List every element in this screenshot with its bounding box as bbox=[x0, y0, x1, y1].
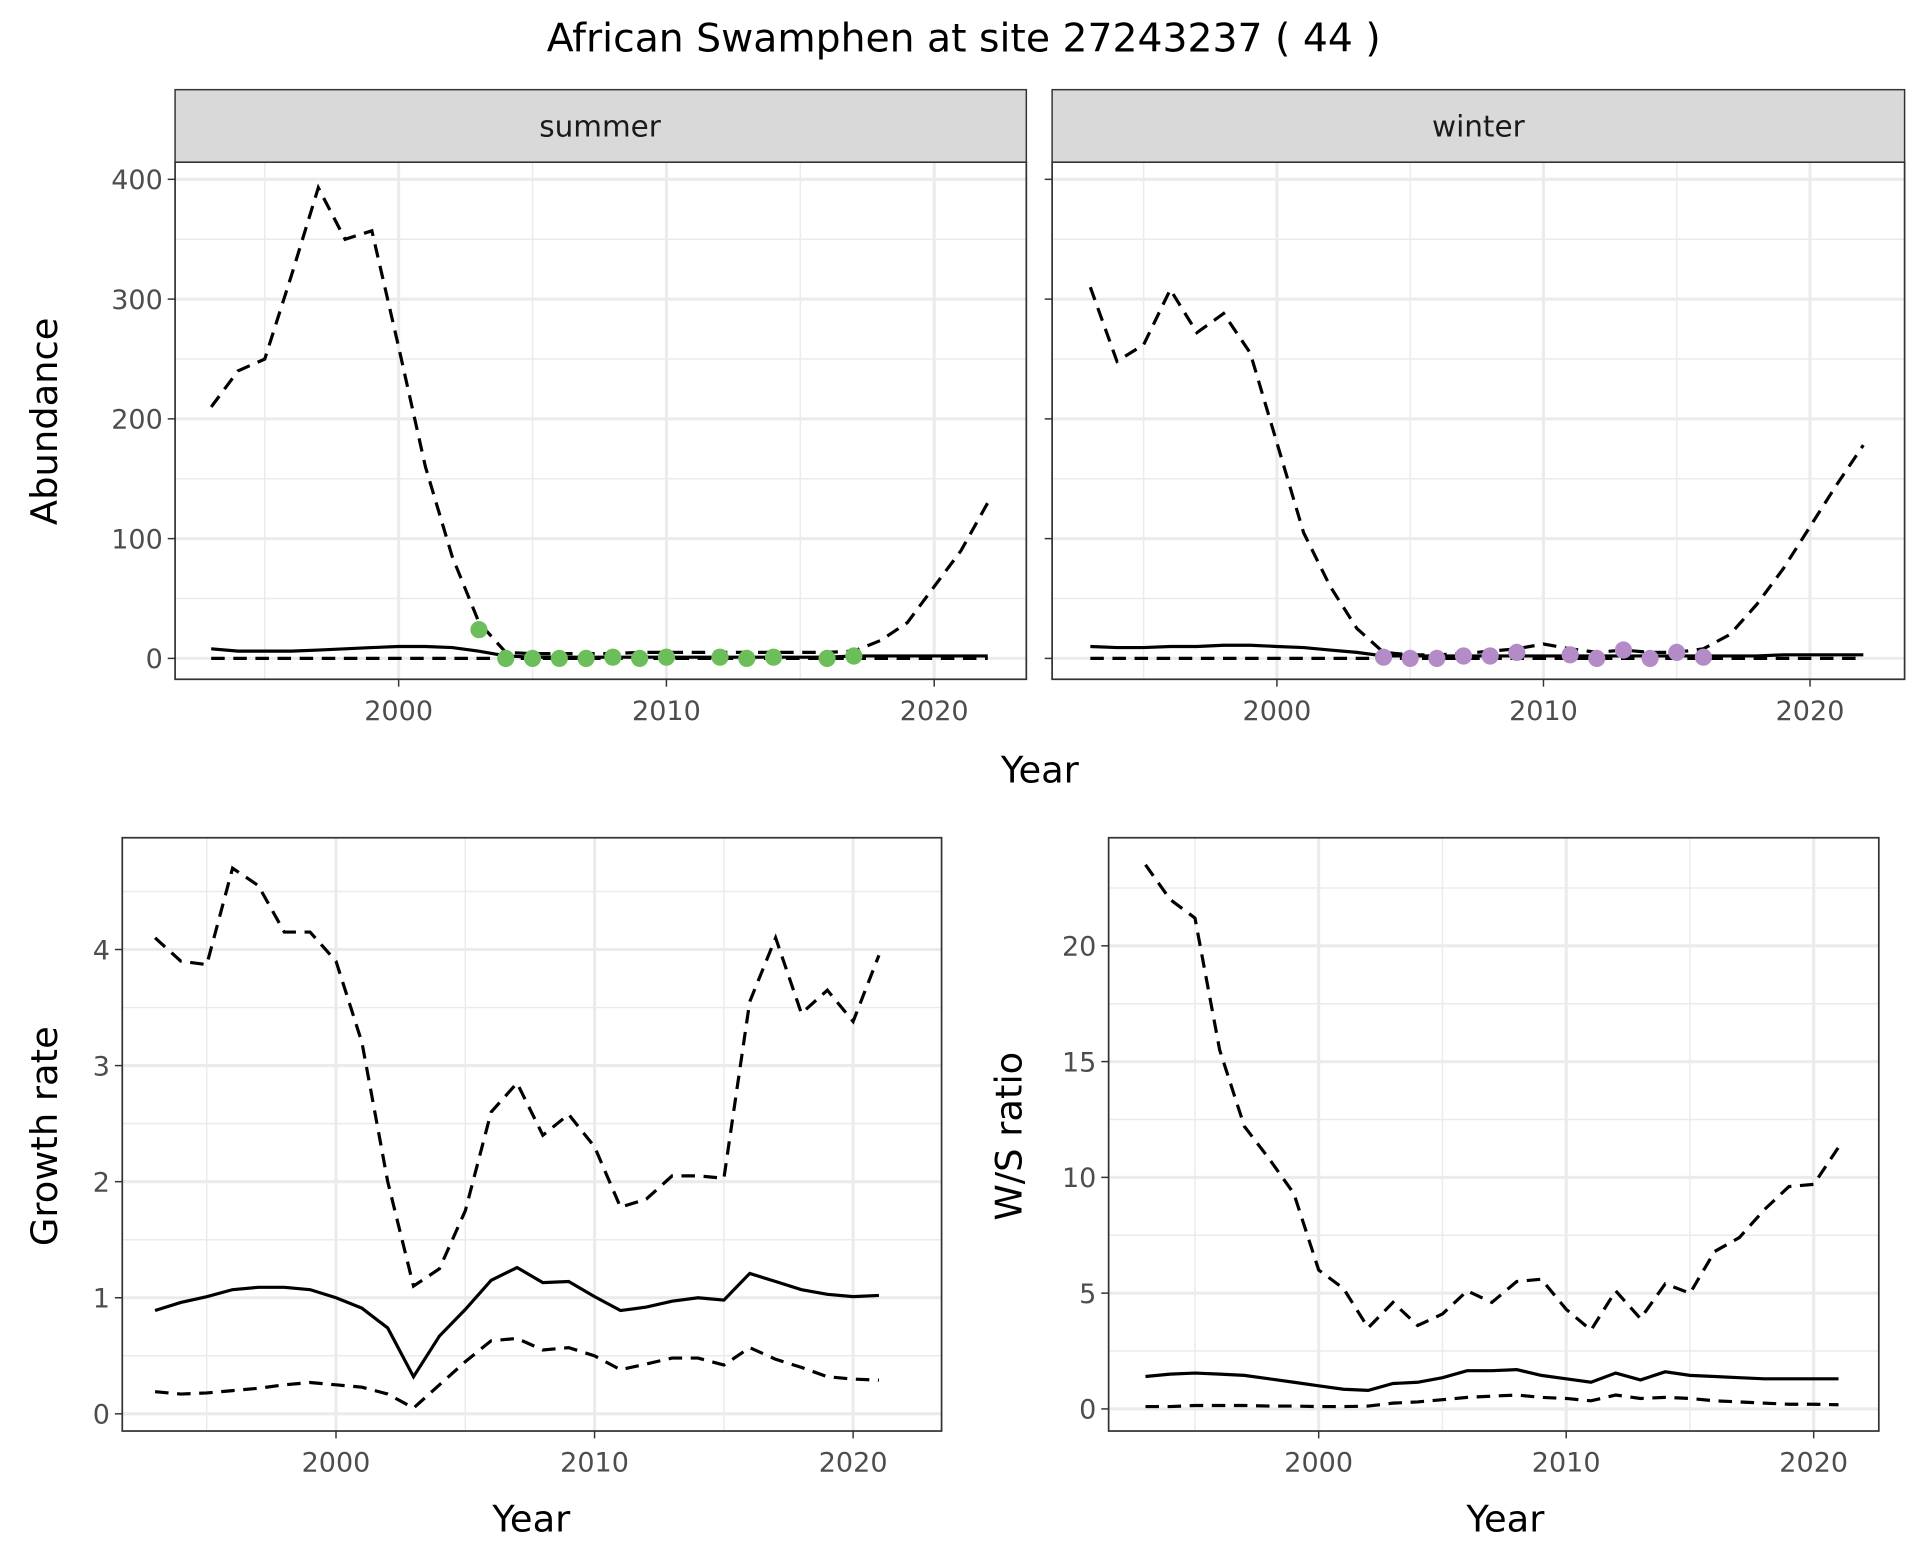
x-tick-label: 2020 bbox=[819, 1448, 888, 1479]
observation-point bbox=[1401, 649, 1419, 667]
y-tick-label: 400 bbox=[111, 165, 163, 196]
panel-background bbox=[1108, 837, 1879, 1432]
y-tick-label: 20 bbox=[1062, 932, 1096, 963]
observation-point bbox=[1481, 647, 1499, 665]
y-tick-label: 1 bbox=[93, 1284, 110, 1315]
y-tick-label: 5 bbox=[1079, 1279, 1096, 1310]
x-tick-label: 2000 bbox=[302, 1448, 371, 1479]
observation-point bbox=[1668, 643, 1686, 662]
strip-summer bbox=[174, 88, 1028, 163]
x-axis-label-ratio: Year bbox=[1465, 1498, 1545, 1541]
x-tick-label: 2010 bbox=[560, 1448, 629, 1479]
y-axis-label-growth: Growth rate bbox=[23, 1026, 66, 1246]
x-tick-label: 2020 bbox=[1776, 696, 1845, 727]
observation-point bbox=[1641, 649, 1659, 667]
observation-point bbox=[631, 649, 649, 667]
x-tick-label: 2010 bbox=[632, 696, 701, 727]
observation-point bbox=[523, 649, 542, 667]
upper-bound-line bbox=[1088, 286, 1865, 657]
observation-point bbox=[497, 649, 515, 667]
mean-line bbox=[1145, 1368, 1839, 1392]
strip-winter bbox=[1051, 88, 1906, 163]
ws-ratio-panel: 0 5 10 15 20 2000 2010 2020 bbox=[1062, 836, 1880, 1479]
y-tick-label: 4 bbox=[93, 935, 110, 966]
upper-bound-line bbox=[153, 865, 881, 1289]
x-tick-label: 2020 bbox=[900, 696, 969, 727]
x-axis-label-growth: Year bbox=[491, 1498, 571, 1541]
observation-point bbox=[550, 649, 568, 667]
x-tick-label: 2000 bbox=[364, 696, 433, 727]
observation-point bbox=[604, 648, 622, 666]
lower-bound-line bbox=[1145, 1393, 1839, 1409]
x-tick-label: 2000 bbox=[1284, 1448, 1353, 1479]
y-tick-label: 3 bbox=[93, 1051, 110, 1082]
y-tick-label: 2 bbox=[93, 1167, 110, 1198]
panel-background bbox=[175, 162, 1027, 680]
observation-point bbox=[818, 649, 836, 667]
x-tick-label: 2010 bbox=[1509, 696, 1578, 727]
y-tick-label: 15 bbox=[1062, 1047, 1096, 1078]
panel-background bbox=[1052, 162, 1905, 680]
growth-rate-panel: 0 1 2 3 4 2000 2010 2020 bbox=[93, 836, 943, 1479]
y-tick-label: 200 bbox=[111, 405, 163, 436]
y-tick-label: 100 bbox=[111, 524, 163, 555]
observation-point bbox=[657, 648, 676, 666]
winter-abundance-panel: 2000 2010 2020 bbox=[1044, 161, 1906, 727]
y-tick-label: 10 bbox=[1062, 1163, 1096, 1194]
y-axis-label-ratio: W/S ratio bbox=[987, 1052, 1030, 1221]
strip-label-winter: winter bbox=[1432, 109, 1526, 143]
observation-point bbox=[845, 647, 863, 665]
lower-bound-line bbox=[154, 1336, 879, 1410]
observation-point bbox=[1561, 646, 1579, 664]
observation-point bbox=[1694, 648, 1712, 666]
y-axis-label-abundance: Abundance bbox=[23, 318, 66, 526]
observation-point bbox=[1428, 649, 1446, 667]
x-tick-label: 2010 bbox=[1532, 1448, 1601, 1479]
observation-point bbox=[470, 621, 488, 639]
figure-title: African Swamphen at site 27243237 ( 44 ) bbox=[547, 17, 1381, 62]
x-axis-label-top: Year bbox=[1000, 748, 1080, 791]
observation-point bbox=[1614, 641, 1633, 659]
panel-border bbox=[1107, 836, 1880, 1432]
y-tick-label: 0 bbox=[146, 644, 163, 675]
observation-point bbox=[1588, 649, 1606, 667]
summer-abundance-panel: 0 100 200 300 400 2000 2010 2020 bbox=[111, 161, 1028, 727]
observation-point bbox=[1454, 647, 1473, 665]
x-tick-label: 2020 bbox=[1779, 1448, 1848, 1479]
y-tick-label: 0 bbox=[93, 1400, 110, 1431]
y-tick-label: 0 bbox=[1079, 1395, 1096, 1426]
observation-point bbox=[577, 649, 595, 667]
panel-background bbox=[122, 837, 942, 1432]
upper-bound-line bbox=[1144, 863, 1840, 1333]
observation-point bbox=[738, 649, 756, 667]
strip-label-summer: summer bbox=[539, 109, 662, 143]
y-tick-label: 300 bbox=[111, 285, 163, 316]
mean-line bbox=[154, 1265, 880, 1380]
observation-point bbox=[711, 648, 729, 666]
mean-line bbox=[1090, 643, 1864, 658]
panel-border bbox=[121, 836, 943, 1432]
x-tick-label: 2000 bbox=[1243, 696, 1312, 727]
observation-point bbox=[764, 648, 783, 666]
observation-point bbox=[1374, 648, 1393, 666]
observation-point bbox=[1508, 643, 1526, 662]
